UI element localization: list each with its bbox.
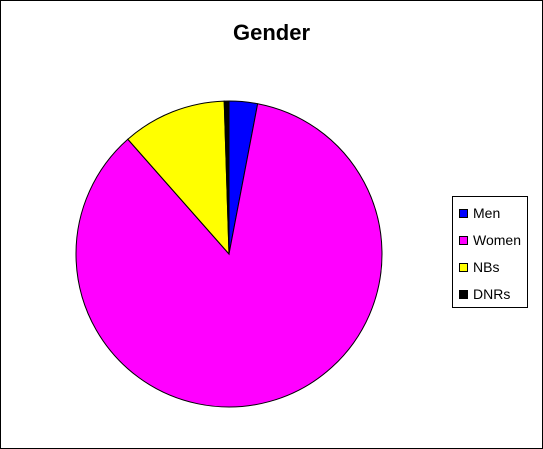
legend-label-women: Women bbox=[473, 232, 521, 248]
legend-swatch-men bbox=[459, 208, 468, 218]
legend-swatch-women bbox=[459, 235, 468, 245]
pie-slice-dnrs bbox=[223, 100, 230, 255]
legend-swatch-dnrs bbox=[459, 289, 468, 299]
legend-item-men: Men bbox=[459, 204, 500, 222]
legend-label-dnrs: DNRs bbox=[473, 286, 511, 302]
chart-title: Gender bbox=[232, 20, 311, 45]
pie-slice-women bbox=[75, 103, 383, 408]
pie-slice-nbs bbox=[127, 100, 230, 256]
legend: Men Women NBs DNRs bbox=[452, 196, 528, 308]
legend-label-nbs: NBs bbox=[473, 259, 500, 275]
legend-item-nbs: NBs bbox=[459, 258, 499, 276]
legend-swatch-nbs bbox=[459, 262, 468, 272]
legend-item-women: Women bbox=[459, 231, 521, 249]
legend-item-dnrs: DNRs bbox=[459, 285, 510, 303]
legend-label-men: Men bbox=[473, 205, 501, 221]
